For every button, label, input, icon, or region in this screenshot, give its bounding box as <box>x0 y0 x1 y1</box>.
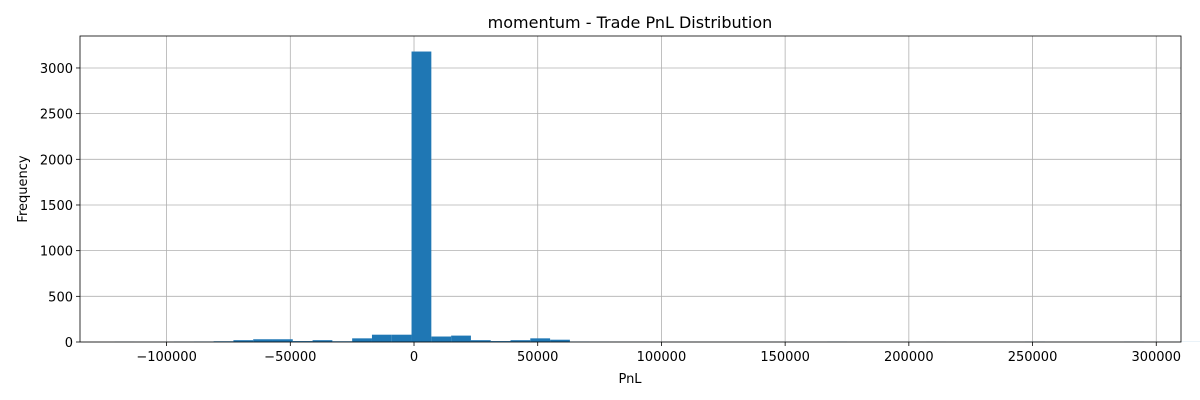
chart-title: momentum - Trade PnL Distribution <box>488 13 773 32</box>
histogram-bar <box>431 336 452 342</box>
x-tick-label: 300000 <box>1131 350 1181 365</box>
histogram-bar <box>530 338 551 342</box>
x-tick-label: −100000 <box>136 350 197 365</box>
histogram-bar <box>352 338 372 342</box>
histogram-bar <box>391 334 412 342</box>
x-tick-label: 100000 <box>637 350 687 365</box>
x-axis-ticks: −100000 −50000 0 50000 100000 150000 200000 250… <box>136 342 1181 365</box>
y-tick-label: 1000 <box>40 245 73 260</box>
y-tick-label: 0 <box>65 336 73 351</box>
x-tick-label: 50000 <box>517 350 558 365</box>
histogram-bar <box>233 340 254 342</box>
y-axis-label: Frequency <box>16 155 31 222</box>
histogram-bar <box>550 339 570 342</box>
x-tick-label: 250000 <box>1008 350 1058 365</box>
y-axis-ticks: 0 500 1000 1500 2000 2500 3000 <box>40 62 80 351</box>
x-tick-label: 200000 <box>884 350 934 365</box>
y-tick-label: 1500 <box>40 199 73 214</box>
histogram-bar <box>371 334 392 342</box>
x-tick-label: 0 <box>410 350 418 365</box>
histogram-bar <box>451 335 471 342</box>
x-tick-label: −50000 <box>264 350 316 365</box>
histogram-bar <box>470 340 491 342</box>
histogram-bar <box>253 339 273 342</box>
histogram-bar <box>510 340 531 342</box>
y-tick-label: 3000 <box>40 62 73 77</box>
histogram-bar <box>411 51 432 343</box>
y-tick-label: 500 <box>48 290 73 305</box>
grid-lines <box>80 36 1181 343</box>
x-axis-label: PnL <box>618 372 642 387</box>
y-tick-label: 2000 <box>40 153 73 168</box>
plot-frame <box>79 35 1182 343</box>
histogram-bar <box>490 341 511 342</box>
histogram-bars <box>114 51 1200 343</box>
x-tick-label: 150000 <box>760 350 810 365</box>
histogram-bar <box>272 339 293 342</box>
histogram-bar <box>312 340 333 342</box>
histogram-bar <box>292 341 313 342</box>
y-tick-label: 2500 <box>40 108 73 123</box>
